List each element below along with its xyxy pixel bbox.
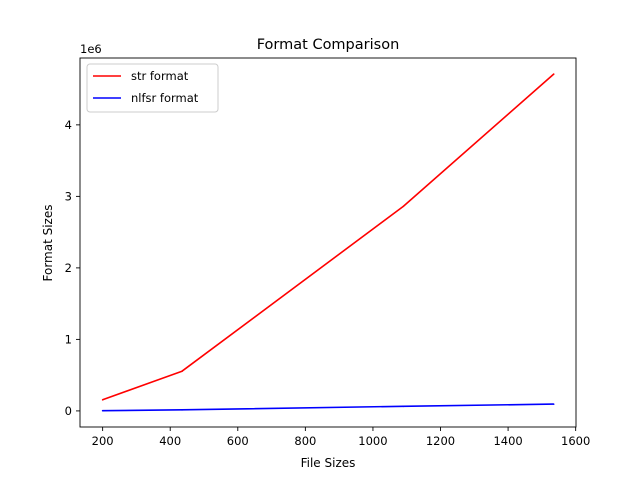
x-tick-label: 1000 [358,434,387,448]
x-axis-ticks: 200 400 600 800 1000 1200 1400 1600 [92,427,590,448]
series-1-point [181,409,183,411]
x-tick-label: 600 [227,434,249,448]
y-tick-label: 1 [65,332,72,346]
series-line-1 [102,403,554,412]
series-1-point [402,405,405,408]
series-line-0 [102,73,555,401]
x-tick-label: 200 [92,434,114,448]
series-0-point [402,205,405,208]
x-tick-label: 1600 [561,434,590,448]
y-axis-ticks: 0 1 2 3 4 [65,118,80,418]
x-tick-label: 800 [294,434,316,448]
legend: str format nlfsr format [86,63,219,113]
y-tick-label: 3 [65,189,72,203]
legend-label-1: nlfsr format [131,91,199,105]
series-lines [101,73,555,412]
x-tick-label: 400 [159,434,181,448]
chart-title: Format Comparison [257,37,400,53]
series-1-point [552,403,555,405]
x-axis-label: File Sizes [301,456,356,470]
y-tick-label: 4 [65,118,72,132]
x-tick-label: 1200 [426,434,455,448]
y-axis-label: Format Sizes [41,205,55,282]
y-axis-offset-label: 1e6 [80,42,102,56]
x-tick-label: 1400 [493,434,522,448]
legend-label-0: str format [131,69,189,83]
series-0-point [181,370,183,373]
series-0-point [101,399,104,401]
series-0-point [552,73,555,75]
y-tick-label: 2 [65,261,72,275]
series-1-point [101,409,104,412]
plot-area [79,57,577,428]
axes-frame [79,57,577,428]
y-tick-label: 0 [65,404,72,418]
